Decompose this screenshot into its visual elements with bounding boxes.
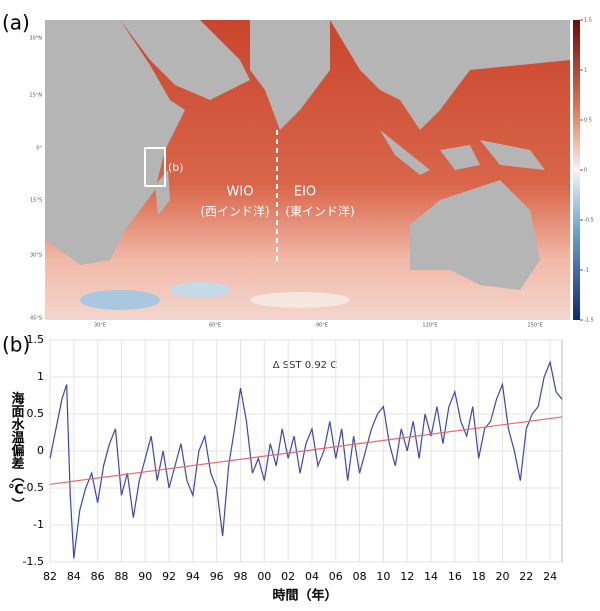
y-tick-label: -0.5 (23, 481, 44, 494)
land (45, 20, 570, 290)
x-tick-label: 84 (67, 570, 81, 583)
y-tick-label: 1 (37, 370, 44, 383)
x-tick-label: 20 (495, 570, 509, 583)
x-tick-label: 14 (424, 570, 438, 583)
x-tick-label: 18 (472, 570, 486, 583)
cold-patch (170, 282, 230, 298)
x-tick-label: 98 (234, 570, 248, 583)
lat-label: 45°S (30, 316, 42, 322)
x-tick-label: 82 (43, 570, 57, 583)
region-sub: (東インド洋) (285, 204, 354, 219)
lon-label: 30°E (94, 323, 106, 329)
line (49, 360, 563, 559)
lon-label: 60°E (209, 323, 221, 329)
lat-label: 0° (36, 146, 42, 152)
x-tick-label: 96 (210, 570, 224, 583)
x-tick-label: 00 (257, 570, 271, 583)
lat-label: 15°N (29, 93, 42, 99)
x-tick-label: 16 (448, 570, 462, 583)
map: (b) WIO (西インド洋) EIO (東インド洋) (45, 20, 580, 320)
lon-label: 150°E (527, 323, 542, 329)
lon-label: 90°E (316, 323, 328, 329)
cold-patch (80, 290, 160, 310)
lon-label: 120°E (422, 323, 437, 329)
region-name: WIO (227, 185, 254, 200)
region-box (144, 147, 166, 187)
annotation: Δ SST 0.92 C (273, 360, 337, 371)
x-tick-label: 08 (353, 570, 367, 583)
colorbar-label: 1.5 (584, 18, 592, 24)
y-tick-label: -1.5 (23, 555, 44, 568)
y-tick-label: -1 (33, 518, 44, 531)
colorbar-label: -1 (584, 268, 589, 274)
region-name: EIO (294, 185, 316, 200)
panel-label: (a) (2, 11, 30, 35)
x-tick-label: 04 (305, 570, 319, 583)
panel-label: (b) (2, 333, 30, 357)
colorbar (573, 20, 580, 320)
x-tick-label: 92 (162, 570, 176, 583)
x-tick-label: 02 (281, 570, 295, 583)
colorbar-label: -0.5 (584, 218, 594, 224)
colorbar-label: 0.5 (584, 118, 592, 124)
y-axis-label: 海面水温偏差（℃） (8, 391, 25, 511)
y-tick-label: 0.5 (27, 407, 45, 420)
lat-label: 30°N (29, 36, 42, 42)
x-tick-label: 88 (114, 570, 128, 583)
x-tick-label: 22 (519, 570, 533, 583)
y-tick-label: 0 (37, 444, 44, 457)
x-tick-label: 24 (543, 570, 557, 583)
x-tick-label: 10 (376, 570, 390, 583)
y-tick-label: 1.5 (27, 333, 45, 346)
colorbar-label: 0 (584, 168, 587, 174)
x-tick-label: 06 (329, 570, 343, 583)
lat-label: 15°S (30, 198, 42, 204)
cold-patch (250, 292, 350, 308)
x-tick-label: 94 (186, 570, 200, 583)
x-tick-label: 90 (138, 570, 152, 583)
colorbar-label: -1.5 (584, 318, 594, 324)
line (49, 416, 563, 485)
x-tick-label: 86 (91, 570, 105, 583)
x-axis-label: 時間（年） (272, 588, 337, 604)
lat-label: 30°S (30, 253, 42, 259)
region-sub: (西インド洋) (200, 204, 269, 219)
box-label: (b) (168, 161, 184, 174)
colorbar-label: 1 (584, 68, 587, 74)
x-tick-label: 12 (400, 570, 414, 583)
